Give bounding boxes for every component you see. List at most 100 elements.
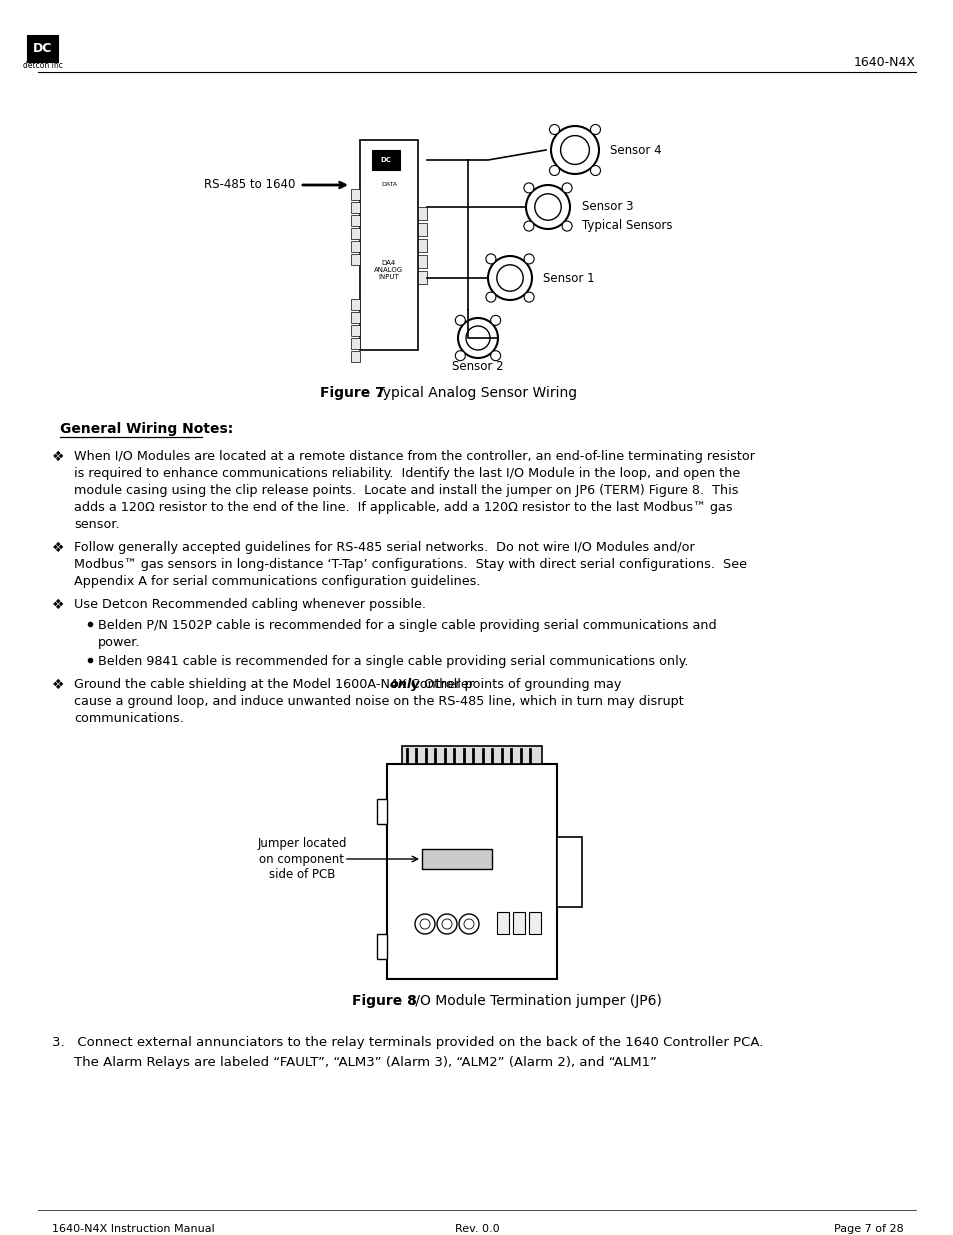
Bar [351, 215, 359, 226]
Bar [359, 140, 417, 350]
Circle shape [485, 254, 496, 264]
Bar [417, 240, 427, 252]
Text: DC: DC [380, 157, 391, 163]
Circle shape [463, 919, 474, 929]
Text: power.: power. [98, 636, 140, 650]
Text: Use Detcon Recommended cabling whenever possible.: Use Detcon Recommended cabling whenever … [74, 598, 426, 611]
Bar [351, 338, 359, 350]
Text: ❖: ❖ [52, 598, 65, 613]
Circle shape [457, 317, 497, 358]
Text: Ground the cable shielding at the Model 1600A-N4X Controller: Ground the cable shielding at the Model … [74, 678, 477, 692]
Text: When I/O Modules are located at a remote distance from the controller, an end-of: When I/O Modules are located at a remote… [74, 450, 754, 463]
Text: .  Other points of grounding may: . Other points of grounding may [411, 678, 620, 692]
Circle shape [419, 919, 430, 929]
Text: Follow generally accepted guidelines for RS-485 serial networks.  Do not wire I/: Follow generally accepted guidelines for… [74, 541, 694, 555]
Text: communications.: communications. [74, 713, 184, 725]
Bar [421, 848, 492, 869]
Text: cause a ground loop, and induce unwanted noise on the RS-485 line, which in turn: cause a ground loop, and induce unwanted… [74, 695, 683, 708]
Bar [351, 299, 359, 310]
Text: Typical Sensors: Typical Sensors [581, 219, 672, 231]
Text: Page 7 of 28: Page 7 of 28 [833, 1224, 903, 1234]
Bar [372, 149, 399, 170]
Circle shape [523, 221, 534, 231]
Bar [351, 189, 359, 200]
Circle shape [535, 194, 560, 220]
Text: DC: DC [33, 42, 52, 56]
Text: ❖: ❖ [52, 678, 65, 692]
Bar [513, 911, 524, 934]
Circle shape [523, 254, 534, 264]
Bar [351, 312, 359, 324]
Text: General Wiring Notes:: General Wiring Notes: [60, 422, 233, 436]
Circle shape [441, 919, 452, 929]
Text: 3.   Connect external annunciators to the relay terminals provided on the back o: 3. Connect external annunciators to the … [52, 1036, 762, 1049]
Bar [376, 934, 387, 960]
Bar [387, 764, 557, 979]
Circle shape [488, 256, 532, 300]
Circle shape [561, 183, 572, 193]
Text: DA4
ANALOG
INPUT: DA4 ANALOG INPUT [374, 261, 403, 280]
Bar [351, 351, 359, 362]
Circle shape [490, 315, 500, 325]
Text: Figure 8: Figure 8 [352, 994, 416, 1008]
Text: The Alarm Relays are labeled “FAULT”, “ALM3” (Alarm 3), “ALM2” (Alarm 2), and “A: The Alarm Relays are labeled “FAULT”, “A… [74, 1056, 657, 1070]
Circle shape [590, 165, 599, 175]
Text: detcon inc: detcon inc [23, 62, 63, 70]
Text: only: only [390, 678, 420, 692]
Circle shape [455, 351, 465, 361]
Circle shape [415, 914, 435, 934]
Text: Figure 7: Figure 7 [319, 387, 384, 400]
Text: Appendix A for serial communications configuration guidelines.: Appendix A for serial communications con… [74, 576, 480, 588]
Text: module casing using the clip release points.  Locate and install the jumper on J: module casing using the clip release poi… [74, 484, 738, 496]
Bar [497, 911, 509, 934]
Bar [417, 224, 427, 236]
Bar [417, 207, 427, 220]
Circle shape [549, 165, 558, 175]
Text: DATA: DATA [380, 183, 396, 188]
Text: 1640-N4X: 1640-N4X [853, 56, 915, 68]
Bar [351, 228, 359, 240]
Circle shape [523, 293, 534, 303]
Circle shape [561, 221, 572, 231]
Bar [351, 325, 359, 336]
Text: RS-485 to 1640: RS-485 to 1640 [203, 179, 294, 191]
Bar [417, 254, 427, 268]
Text: Jumper located
on component
side of PCB: Jumper located on component side of PCB [257, 837, 346, 881]
Bar [376, 799, 387, 824]
Bar [557, 837, 581, 906]
Text: Modbus™ gas sensors in long-distance ‘T-Tap’ configurations.  Stay with direct s: Modbus™ gas sensors in long-distance ‘T-… [74, 558, 746, 571]
Bar [529, 911, 540, 934]
Circle shape [490, 351, 500, 361]
Text: ❖: ❖ [52, 541, 65, 555]
Text: Sensor 3: Sensor 3 [581, 200, 633, 214]
Circle shape [549, 125, 558, 135]
Text: Rev. 0.0: Rev. 0.0 [455, 1224, 498, 1234]
Circle shape [485, 293, 496, 303]
Circle shape [497, 264, 522, 291]
Text: Belden 9841 cable is recommended for a single cable providing serial communicati: Belden 9841 cable is recommended for a s… [98, 655, 688, 668]
Text: Sensor 1: Sensor 1 [542, 272, 594, 284]
Text: 1640-N4X Instruction Manual: 1640-N4X Instruction Manual [52, 1224, 214, 1234]
Circle shape [551, 126, 598, 174]
Circle shape [560, 136, 589, 164]
Text: I/O Module Termination jumper (JP6): I/O Module Termination jumper (JP6) [407, 994, 661, 1008]
Text: Sensor 4: Sensor 4 [609, 143, 661, 157]
Text: Sensor 2: Sensor 2 [452, 359, 503, 373]
Text: Typical Analog Sensor Wiring: Typical Analog Sensor Wiring [372, 387, 577, 400]
Circle shape [458, 914, 478, 934]
Bar [351, 254, 359, 266]
Bar [351, 241, 359, 252]
Bar [28, 36, 58, 62]
Circle shape [525, 185, 569, 228]
Circle shape [590, 125, 599, 135]
Bar [401, 746, 541, 764]
Text: is required to enhance communications reliability.  Identify the last I/O Module: is required to enhance communications re… [74, 467, 740, 480]
Text: sensor.: sensor. [74, 517, 119, 531]
Text: ❖: ❖ [52, 450, 65, 464]
Text: adds a 120Ω resistor to the end of the line.  If applicable, add a 120Ω resistor: adds a 120Ω resistor to the end of the l… [74, 501, 732, 514]
Bar [417, 270, 427, 284]
Bar [351, 203, 359, 212]
Text: Belden P/N 1502P cable is recommended for a single cable providing serial commun: Belden P/N 1502P cable is recommended fo… [98, 619, 716, 632]
Circle shape [523, 183, 534, 193]
Circle shape [436, 914, 456, 934]
